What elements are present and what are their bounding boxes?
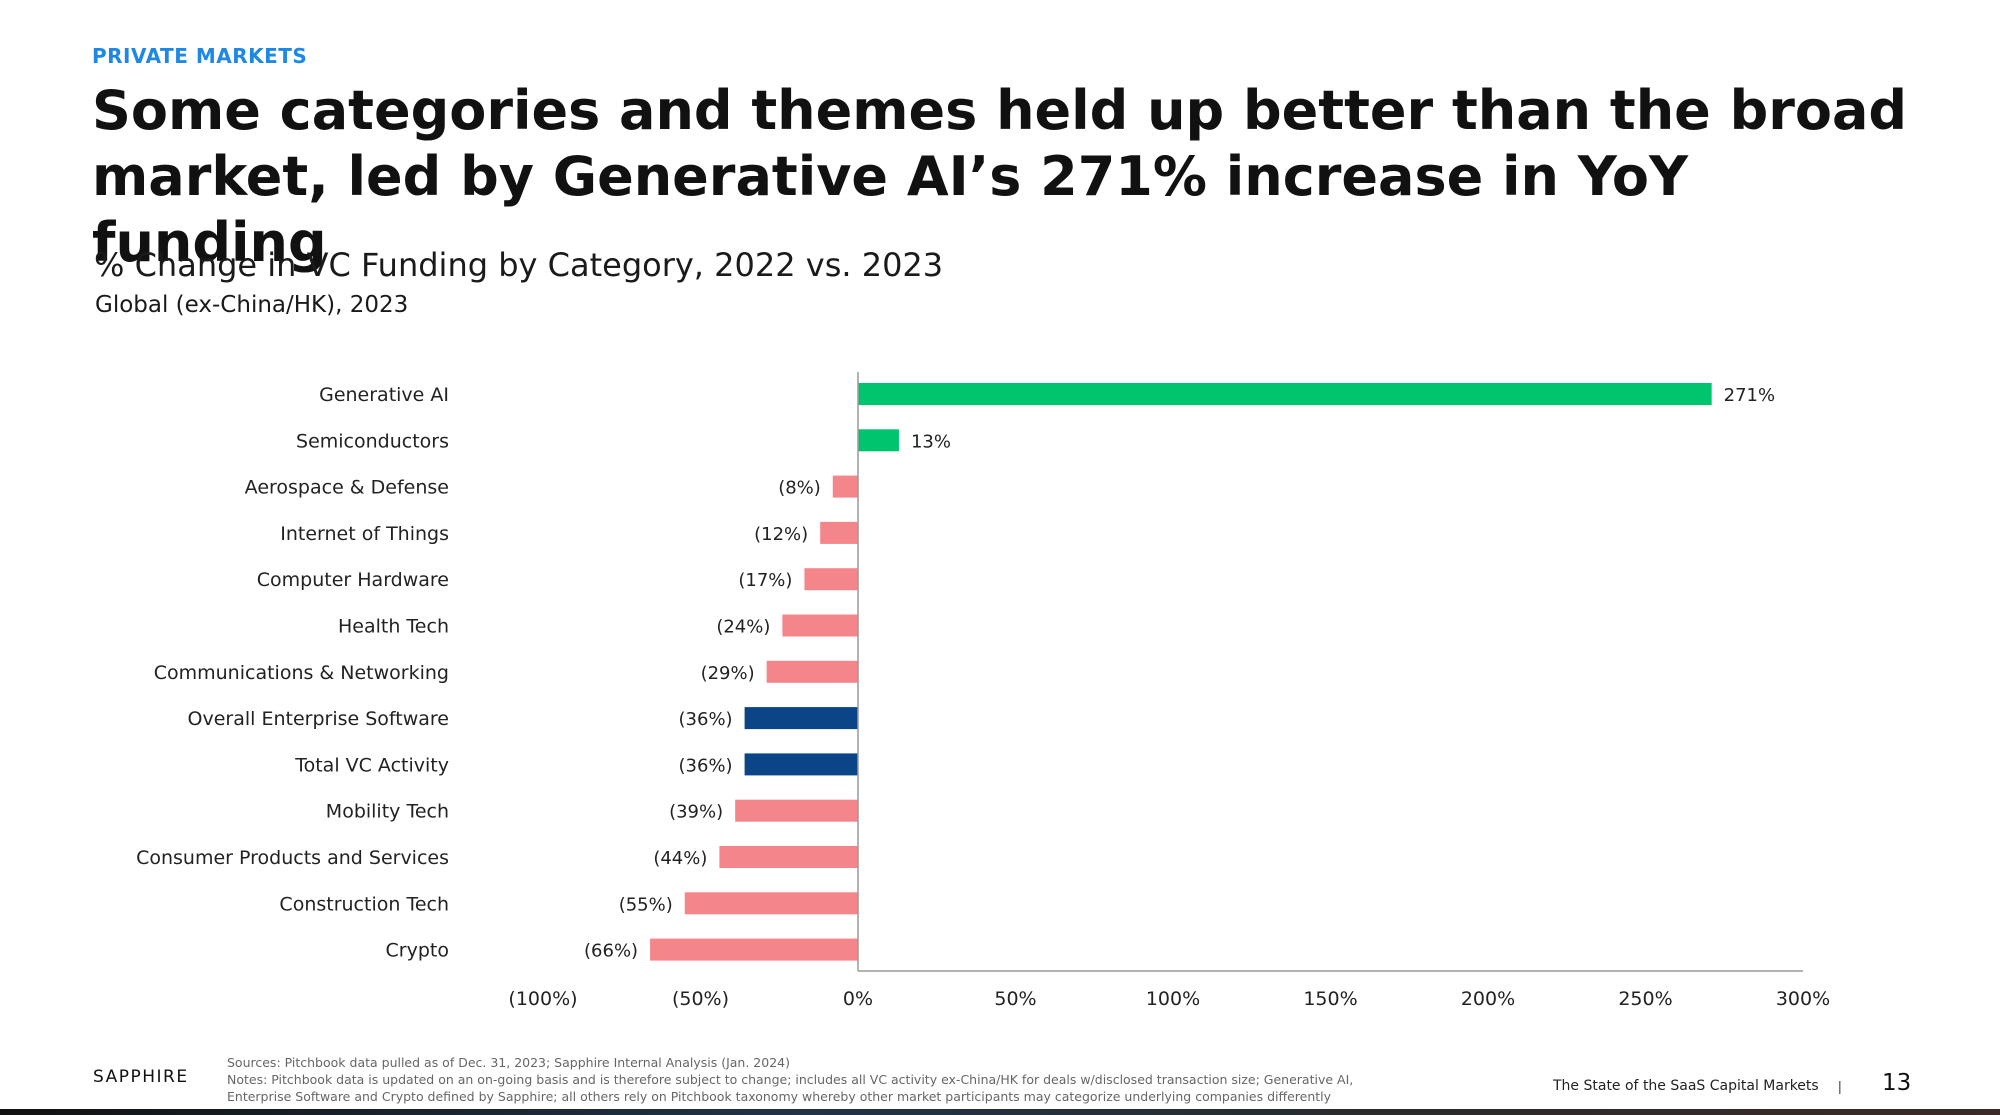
category-label: Aerospace & Defense bbox=[245, 477, 449, 499]
x-tick-label: 0% bbox=[843, 988, 873, 1010]
bar bbox=[766, 660, 858, 683]
bar bbox=[684, 892, 858, 915]
footnote-notes-line-1: Notes: Pitchbook data is updated on an o… bbox=[227, 1072, 1354, 1087]
category-label: Semiconductors bbox=[296, 430, 449, 452]
category-label: Total VC Activity bbox=[294, 754, 449, 776]
page-title-line-2: market, led by Generative AI’s 271% incr… bbox=[92, 145, 1689, 274]
data-label: (17%) bbox=[738, 570, 792, 591]
bottom-accent-bar bbox=[0, 1109, 2000, 1115]
x-tick-label: 300% bbox=[1776, 988, 1830, 1010]
bar bbox=[744, 753, 858, 776]
data-label: (55%) bbox=[619, 894, 673, 915]
chart-title: % Change in VC Funding by Category, 2022… bbox=[94, 246, 944, 284]
category-label: Mobility Tech bbox=[326, 801, 449, 823]
x-tick-label: 250% bbox=[1618, 988, 1672, 1010]
bar bbox=[858, 429, 899, 452]
category-label: Internet of Things bbox=[280, 523, 449, 545]
category-label: Consumer Products and Services bbox=[136, 847, 449, 869]
footnote-sources: Sources: Pitchbook data pulled as of Dec… bbox=[227, 1055, 790, 1070]
page-title: Some categories and themes held up bette… bbox=[92, 78, 1912, 276]
data-label: (12%) bbox=[754, 524, 808, 545]
category-label: Construction Tech bbox=[279, 893, 449, 915]
data-label: 13% bbox=[911, 431, 951, 452]
category-label: Generative AI bbox=[319, 384, 449, 406]
data-label: (36%) bbox=[679, 709, 733, 730]
bar bbox=[744, 707, 858, 730]
x-tick-label: 200% bbox=[1461, 988, 1515, 1010]
bar bbox=[832, 475, 858, 498]
data-label: 271% bbox=[1724, 385, 1775, 406]
bar bbox=[782, 614, 858, 637]
category-label: Health Tech bbox=[338, 616, 449, 638]
category-label: Overall Enterprise Software bbox=[188, 708, 449, 730]
footer-separator: | bbox=[1838, 1078, 1842, 1094]
bar bbox=[719, 846, 858, 868]
brand-logo: SAPPHIRE bbox=[93, 1067, 189, 1087]
report-title: The State of the SaaS Capital Markets bbox=[1553, 1078, 1819, 1094]
bar bbox=[820, 521, 858, 544]
category-label: Communications & Networking bbox=[154, 662, 449, 684]
page-title-line-1: Some categories and themes held up bette… bbox=[92, 79, 1908, 142]
data-label: (24%) bbox=[716, 617, 770, 638]
footnote-notes-line-2: Enterprise Software and Crypto defined b… bbox=[227, 1089, 1332, 1104]
data-label: (8%) bbox=[778, 478, 821, 499]
page-number: 13 bbox=[1882, 1070, 1912, 1096]
footnotes: Sources: Pitchbook data pulled as of Dec… bbox=[227, 1054, 1467, 1105]
x-tick-label: (50%) bbox=[672, 988, 729, 1010]
bar bbox=[804, 568, 858, 591]
data-label: (66%) bbox=[584, 941, 638, 962]
category-label: Computer Hardware bbox=[257, 569, 449, 591]
section-eyebrow: PRIVATE MARKETS bbox=[92, 44, 308, 68]
bar bbox=[858, 383, 1712, 405]
data-label: (44%) bbox=[653, 848, 707, 869]
data-label: (36%) bbox=[679, 755, 733, 776]
data-label: (29%) bbox=[701, 663, 755, 684]
x-tick-label: 150% bbox=[1303, 988, 1357, 1010]
category-label: Crypto bbox=[386, 940, 449, 962]
x-tick-label: (100%) bbox=[508, 988, 577, 1010]
x-tick-label: 100% bbox=[1146, 988, 1200, 1010]
chart-subtitle: Global (ex-China/HK), 2023 bbox=[95, 292, 409, 318]
data-label: (39%) bbox=[669, 802, 723, 823]
bar-chart: Generative AI 271% Semiconductors 13% Aerosp… bbox=[136, 372, 1830, 1010]
x-tick-label: 50% bbox=[994, 988, 1036, 1010]
bar bbox=[650, 938, 858, 961]
bar bbox=[735, 799, 858, 822]
